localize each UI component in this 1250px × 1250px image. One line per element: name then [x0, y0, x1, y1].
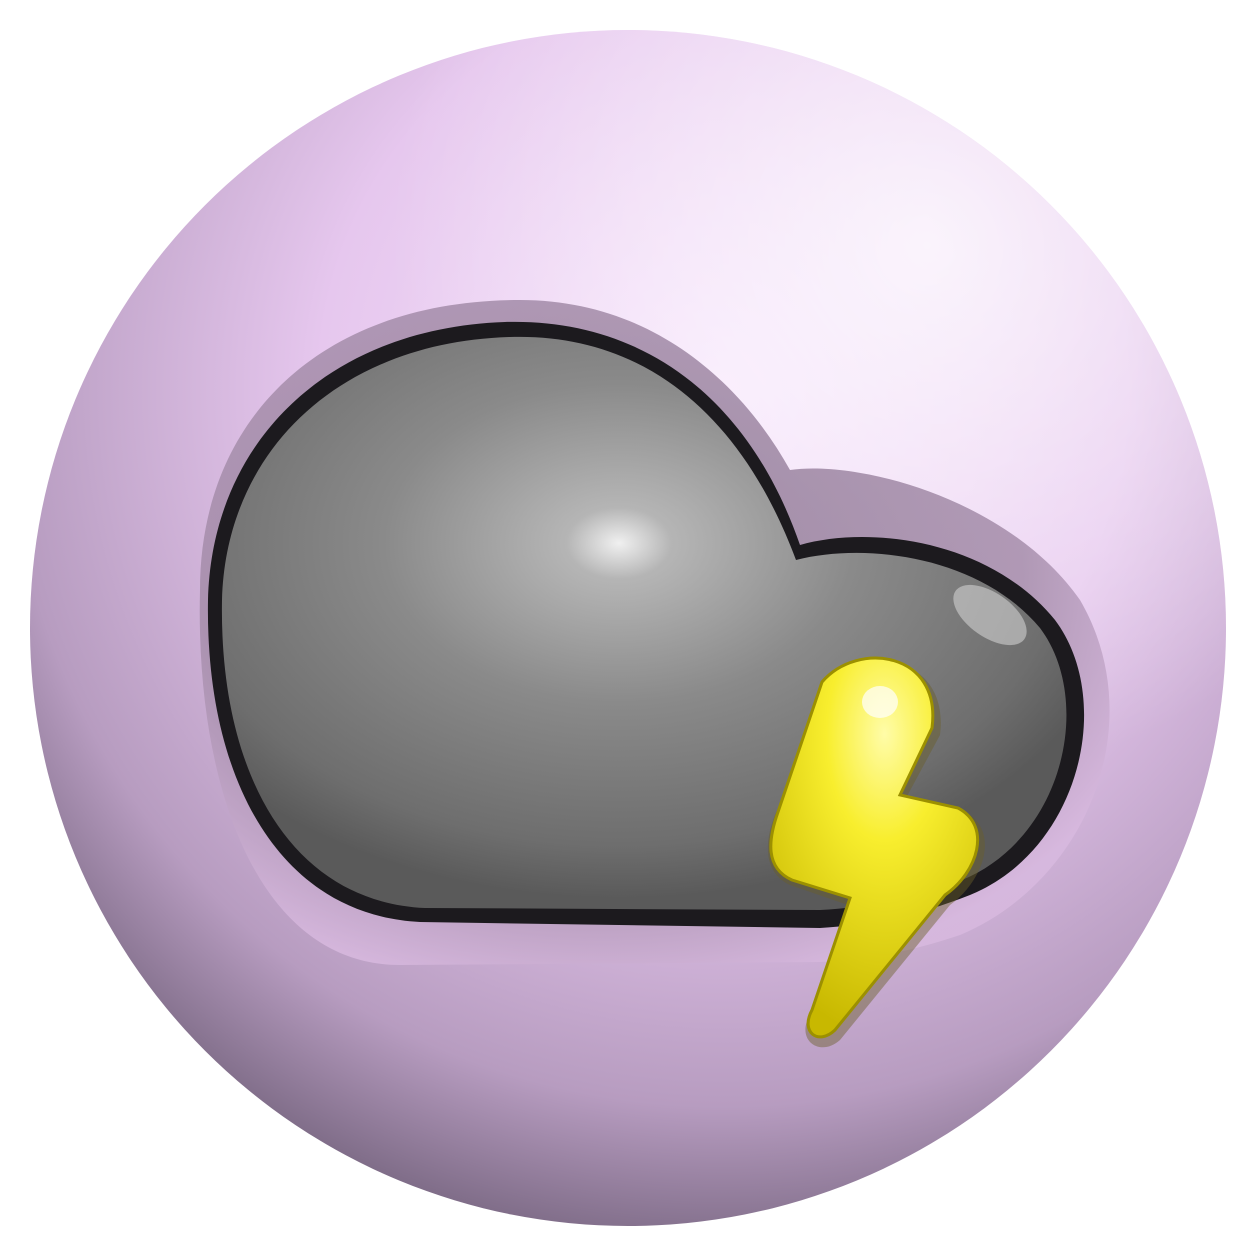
bolt-highlight — [862, 686, 898, 718]
cloud-lobe-highlight — [953, 584, 1027, 646]
lightning-bolt-icon — [769, 656, 980, 1039]
